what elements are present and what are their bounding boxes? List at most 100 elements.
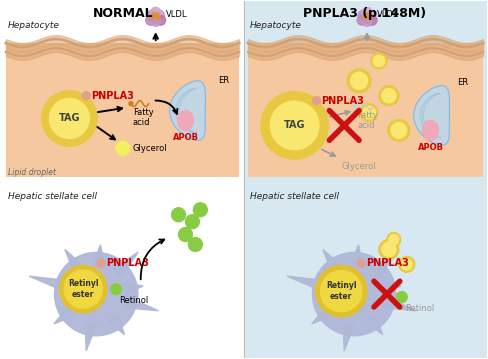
Text: Hepatic stellate cell: Hepatic stellate cell [249,192,338,201]
Circle shape [386,233,400,247]
Text: NORMAL: NORMAL [92,7,153,20]
Circle shape [366,15,376,25]
Circle shape [54,252,138,336]
Circle shape [49,98,89,139]
Circle shape [395,292,407,303]
Text: Hepatic stellate cell: Hepatic stellate cell [8,192,97,201]
Text: Hepatocyte: Hepatocyte [249,21,301,30]
Circle shape [368,17,371,20]
Text: Fatty
acid: Fatty acid [133,108,153,127]
Circle shape [356,259,365,267]
Text: TAG: TAG [59,113,80,123]
Circle shape [154,15,157,18]
Text: Retinol: Retinol [119,296,148,305]
Circle shape [156,13,159,16]
Polygon shape [29,276,69,292]
Text: VLDL: VLDL [165,10,187,19]
Text: Retinol: Retinol [404,304,433,313]
Circle shape [381,89,395,103]
Circle shape [185,215,199,229]
Circle shape [356,15,366,25]
Circle shape [387,120,409,141]
Circle shape [378,239,398,259]
Circle shape [146,10,156,20]
Bar [6,43,239,177]
Circle shape [350,72,367,89]
Circle shape [97,259,105,267]
Circle shape [361,7,371,17]
Circle shape [359,104,377,121]
Bar [247,43,482,177]
Polygon shape [112,252,138,278]
Text: PNPLA3 (p.148M): PNPLA3 (p.148M) [303,7,426,20]
Circle shape [60,265,107,313]
Circle shape [150,16,161,26]
Text: ER: ER [456,78,468,87]
Circle shape [360,13,370,23]
Circle shape [362,106,375,119]
Circle shape [150,7,161,17]
Circle shape [157,17,160,20]
Polygon shape [93,245,104,266]
Text: Hepatocyte: Hepatocyte [8,21,60,30]
Polygon shape [108,314,124,335]
Text: PNPLA3: PNPLA3 [321,95,364,106]
Text: APOB: APOB [417,143,443,152]
Circle shape [193,203,207,217]
Circle shape [398,256,414,272]
Ellipse shape [177,111,193,130]
Circle shape [400,258,411,270]
Circle shape [365,15,368,18]
Text: PNPLA3: PNPLA3 [366,258,408,268]
Circle shape [64,270,102,308]
Polygon shape [54,306,76,324]
Circle shape [361,16,371,26]
Ellipse shape [422,121,438,140]
Polygon shape [365,314,382,335]
Circle shape [378,86,398,106]
Circle shape [270,101,318,150]
Circle shape [171,208,185,222]
Circle shape [129,102,133,106]
Text: Fatty
acid: Fatty acid [356,111,377,130]
Circle shape [149,13,160,23]
Circle shape [367,13,370,16]
Circle shape [352,104,356,108]
Circle shape [41,91,97,146]
Circle shape [110,284,121,295]
Bar [244,1,486,358]
Circle shape [388,234,398,244]
Text: PNPLA3: PNPLA3 [106,258,149,268]
Circle shape [363,13,366,16]
Circle shape [357,10,367,20]
Polygon shape [169,81,205,140]
Polygon shape [380,296,416,311]
Text: PNPLA3: PNPLA3 [91,91,134,101]
Circle shape [155,15,165,25]
Text: Lipid droplet: Lipid droplet [8,168,56,177]
Text: ER: ER [218,76,229,85]
Text: APOB: APOB [172,133,198,143]
Polygon shape [343,322,354,351]
Circle shape [366,10,375,20]
Polygon shape [286,276,327,292]
Polygon shape [311,306,333,324]
Polygon shape [413,86,448,145]
Circle shape [145,15,155,25]
Text: Retinyl
ester: Retinyl ester [325,281,356,301]
Circle shape [312,252,395,336]
Circle shape [381,242,395,257]
Circle shape [372,55,384,67]
Circle shape [188,238,202,251]
Text: Retinyl
ester: Retinyl ester [68,279,98,299]
Text: Glycerol: Glycerol [341,162,375,171]
Circle shape [346,69,370,93]
Circle shape [390,122,406,138]
Circle shape [116,141,130,155]
Polygon shape [381,283,400,295]
Polygon shape [322,250,342,274]
Polygon shape [370,252,395,278]
Circle shape [312,97,320,104]
Polygon shape [65,250,84,274]
Text: Glycerol: Glycerol [133,144,167,153]
